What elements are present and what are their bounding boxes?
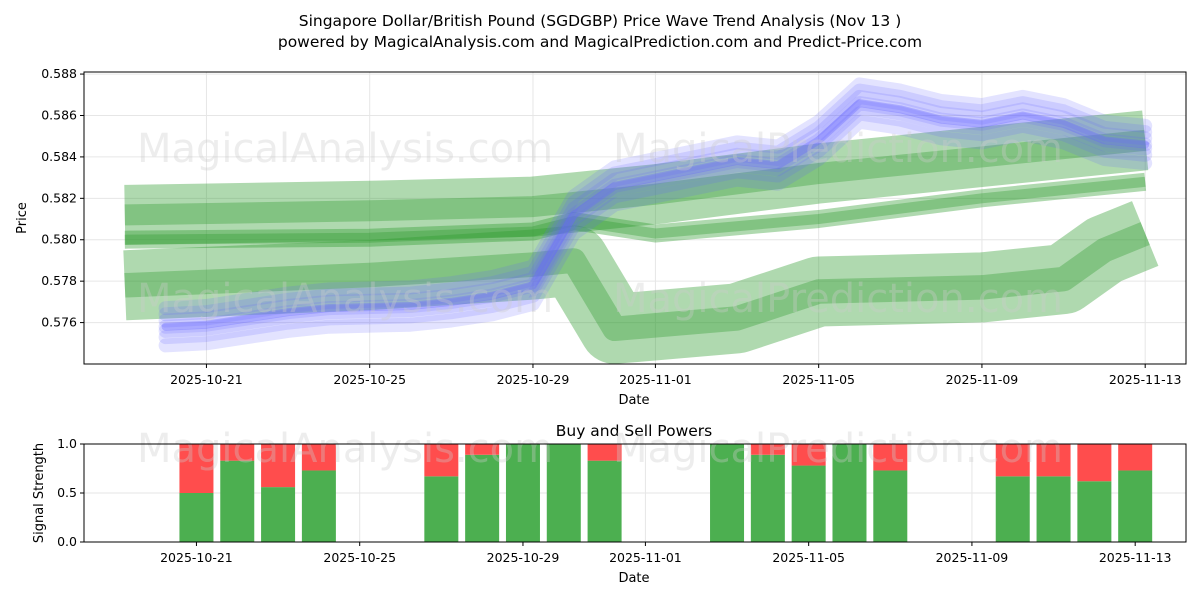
sell-bar [424,444,459,477]
trend-lower-core [124,222,1150,342]
signal-x-tick-label: 2025-11-09 [936,550,1009,565]
buy-bar [832,444,867,542]
buy-bar [301,470,336,542]
price-wave-main [161,99,1150,331]
sell-bar [220,444,255,461]
buy-bar [710,444,745,542]
watermark-prediction-mid: MagicalPrediction.com [613,276,1063,322]
signal-x-ticks: 2025-10-21 2025-10-25 2025-10-29 2025-11-01… [160,542,1172,565]
price-x-tick-label: 2025-11-13 [1109,372,1182,387]
price-y-axis-label: Price [15,202,30,234]
signal-y-axis-label: Signal Strength [32,443,47,543]
price-wave-line-3 [158,96,1153,334]
sell-bar [261,444,296,488]
price-plot-frame [83,71,1187,365]
signal-title: Buy and Sell Powers [556,422,713,440]
signal-y-tick-label: 0.5 [57,485,77,500]
sell-bar [179,444,214,493]
signal-x-tick-label: 2025-11-01 [609,550,682,565]
buy-bar [179,493,214,542]
price-y-tick-label: 0.588 [41,66,77,81]
signal-x-tick-label: 2025-10-21 [160,550,233,565]
price-wave-line-1 [158,106,1153,345]
watermark-prediction-top: MagicalPrediction.com [613,126,1063,172]
trend-middle-core [124,176,1146,245]
buy-bar [546,444,581,542]
price-wave-line-6 [158,77,1153,316]
chart-subtitle: powered by MagicalAnalysis.com and Magic… [278,33,922,51]
price-marks [123,77,1159,364]
price-grid [84,72,1186,364]
buy-bar [1077,481,1112,542]
price-wave-line-4 [158,89,1153,328]
sell-bar [1077,444,1112,482]
watermark-analysis-mid: MagicalAnalysis.com [137,276,553,322]
sell-bar [587,444,622,461]
signal-y-tick-label: 1.0 [57,436,77,451]
sell-bar [873,444,908,471]
price-y-tick-label: 0.584 [41,149,77,164]
price-y-tick-label: 0.580 [41,232,77,247]
signal-x-axis-label: Date [618,571,649,586]
sell-bar [301,444,336,471]
signal-x-tick-label: 2025-11-05 [772,550,845,565]
price-y-ticks: 0.576 0.578 0.580 0.582 0.584 0.586 0.588 [41,66,84,330]
buy-bar [220,460,255,542]
price-y-tick-label: 0.576 [41,315,77,330]
signal-y-tick-label: 0.0 [57,534,77,549]
price-x-tick-label: 2025-10-29 [497,372,570,387]
trend-upper-core [124,129,1147,226]
price-x-tick-label: 2025-10-25 [333,372,406,387]
signal-x-tick-label: 2025-10-25 [323,550,396,565]
trend-middle-band [124,172,1147,249]
sell-bar [995,444,1030,477]
buy-bar [424,476,459,542]
buy-bar [465,454,500,542]
signal-x-tick-label: 2025-10-29 [487,550,560,565]
price-wave-line-5 [158,83,1153,322]
price-panel: MagicalAnalysis.com MagicalPrediction.co… [15,66,1187,408]
trend-lower-band [123,201,1159,364]
buy-bar [750,454,785,542]
buy-bar [587,460,622,542]
price-x-tick-label: 2025-10-21 [170,372,243,387]
price-y-tick-label: 0.582 [41,190,77,205]
buy-bar [1118,470,1153,542]
signal-bars [179,444,1153,542]
buy-bar [1036,476,1071,542]
signal-x-tick-label: 2025-11-13 [1099,550,1172,565]
signal-y-ticks: 0.0 0.5 1.0 [57,436,84,549]
price-x-tick-label: 2025-11-01 [619,372,692,387]
price-wave-line-2 [158,100,1153,338]
chart-title: Singapore Dollar/British Pound (SGDGBP) … [299,12,902,30]
sell-bar [750,444,785,455]
sell-bar [1118,444,1153,471]
watermark-analysis-top: MagicalAnalysis.com [137,126,553,172]
watermark-prediction-bottom: MagicalPrediction.com [613,426,1063,472]
buy-bar [505,444,540,542]
price-x-tick-label: 2025-11-09 [946,372,1019,387]
buy-bar [261,487,296,542]
sell-bar [1036,444,1071,477]
sell-bar [465,444,500,455]
signal-panel: Buy and Sell Powers MagicalAnalysis.com … [32,422,1187,586]
price-x-axis-label: Date [618,393,649,408]
price-x-ticks: 2025-10-21 2025-10-25 2025-10-29 2025-11-01… [170,364,1182,387]
sell-bar [791,444,826,466]
price-wave-line-0 [158,114,1153,353]
price-y-tick-label: 0.578 [41,273,77,288]
price-x-tick-label: 2025-11-05 [782,372,855,387]
trend-upper-band [124,110,1149,245]
buy-bar [791,465,826,542]
watermark-analysis-bottom: MagicalAnalysis.com [137,426,553,472]
buy-bar [995,476,1030,542]
buy-bar [873,470,908,542]
price-y-tick-label: 0.586 [41,107,77,122]
